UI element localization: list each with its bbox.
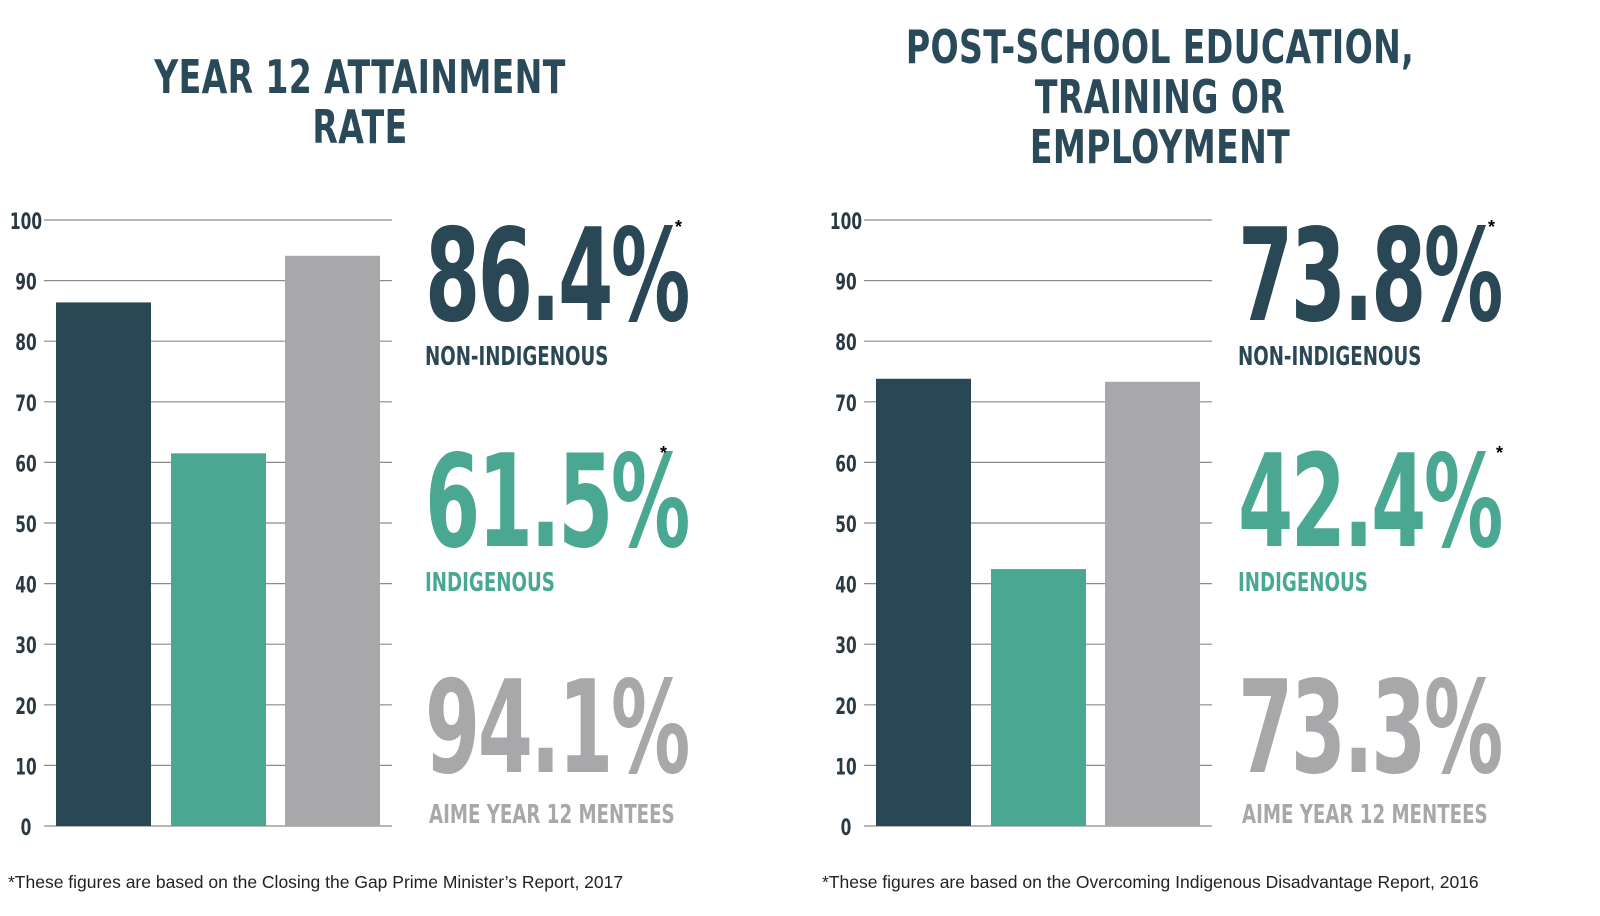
stat-asterisk: * [1488, 217, 1496, 237]
y-tick-label: 30 [15, 634, 36, 659]
chart-title-line: TRAINING OR EMPLOYMENT [1029, 70, 1291, 174]
bar-non-indigenous [876, 378, 971, 826]
y-tick-label: 70 [15, 391, 36, 416]
y-tick-label: 100 [10, 209, 42, 234]
chart-panel-year12: YEAR 12 ATTAINMENT RATE 100 90 80 70 60 50 40 3… [8, 52, 690, 892]
y-tick-label: 20 [835, 694, 856, 719]
bar-indigenous [171, 453, 266, 826]
chart-panel-post-school: POST-SCHOOL EDUCATION, TRAINING OR EMPLO… [820, 0, 1600, 916]
stat-value: 61.5% [425, 428, 690, 577]
y-tick-label: 80 [15, 331, 36, 356]
chart-title: POST-SCHOOL EDUCATION, TRAINING OR EMPLO… [901, 22, 1419, 172]
chart-title-line: POST-SCHOOL EDUCATION, [905, 20, 1415, 74]
y-tick-label: 0 [21, 815, 32, 840]
bar-non-indigenous [56, 302, 151, 826]
stat-label: INDIGENOUS [1238, 568, 1368, 598]
y-tick-label: 10 [835, 755, 856, 780]
chart-title: YEAR 12 ATTAINMENT RATE [101, 52, 619, 152]
y-tick-label: 40 [835, 573, 856, 598]
stat-asterisk: * [675, 217, 683, 237]
bar-indigenous [991, 569, 1086, 826]
footnote: *These figures are based on the Closing … [8, 872, 624, 892]
stat-value: 94.1% [425, 654, 690, 803]
stat-label: AIME YEAR 12 MENTEES [1242, 800, 1488, 830]
chart-title-line: YEAR 12 ATTAINMENT RATE [154, 50, 566, 154]
y-tick-label: 80 [835, 331, 856, 356]
stat-indigenous: 61.5% * INDIGENOUS [425, 428, 849, 598]
y-tick-label: 60 [15, 452, 36, 477]
y-tick-label: 90 [835, 270, 856, 295]
bar-aime-year-12-mentees [285, 255, 380, 826]
y-tick-label: 100 [830, 209, 862, 234]
stat-label: NON-INDIGENOUS [425, 342, 609, 372]
stat-label: NON-INDIGENOUS [1238, 342, 1422, 372]
footnote: *These figures are based on the Overcomi… [822, 872, 1479, 892]
stat-label: INDIGENOUS [425, 568, 555, 598]
y-tick-label: 60 [835, 452, 856, 477]
stat-label: AIME YEAR 12 MENTEES [429, 800, 675, 830]
y-tick-label: 50 [15, 512, 36, 537]
stat-value: 86.4% [425, 202, 690, 351]
stat-asterisk: * [1496, 443, 1504, 463]
stat-non-indigenous: 73.8% * NON-INDIGENOUS [1238, 202, 1600, 372]
bar-aime-year-12-mentees [1105, 381, 1200, 826]
y-tick-label: 20 [15, 694, 36, 719]
stat-non-indigenous: 86.4% * NON-INDIGENOUS [425, 202, 849, 372]
y-tick-label: 30 [835, 634, 856, 659]
stat-value: 73.3% [1238, 654, 1503, 803]
y-tick-label: 40 [15, 573, 36, 598]
stat-aime: 73.3% AIME YEAR 12 MENTEES [1238, 654, 1600, 830]
stat-value: 42.4% [1238, 428, 1503, 577]
stat-indigenous: 42.4% * INDIGENOUS [1238, 428, 1600, 598]
y-tick-label: 90 [15, 270, 36, 295]
y-tick-label: 0 [841, 815, 852, 840]
y-tick-label: 10 [15, 755, 36, 780]
stat-asterisk: * [660, 443, 668, 463]
y-tick-label: 70 [835, 391, 856, 416]
y-tick-label: 50 [835, 512, 856, 537]
stat-aime: 94.1% AIME YEAR 12 MENTEES [425, 654, 849, 830]
stat-value: 73.8% [1238, 202, 1503, 351]
